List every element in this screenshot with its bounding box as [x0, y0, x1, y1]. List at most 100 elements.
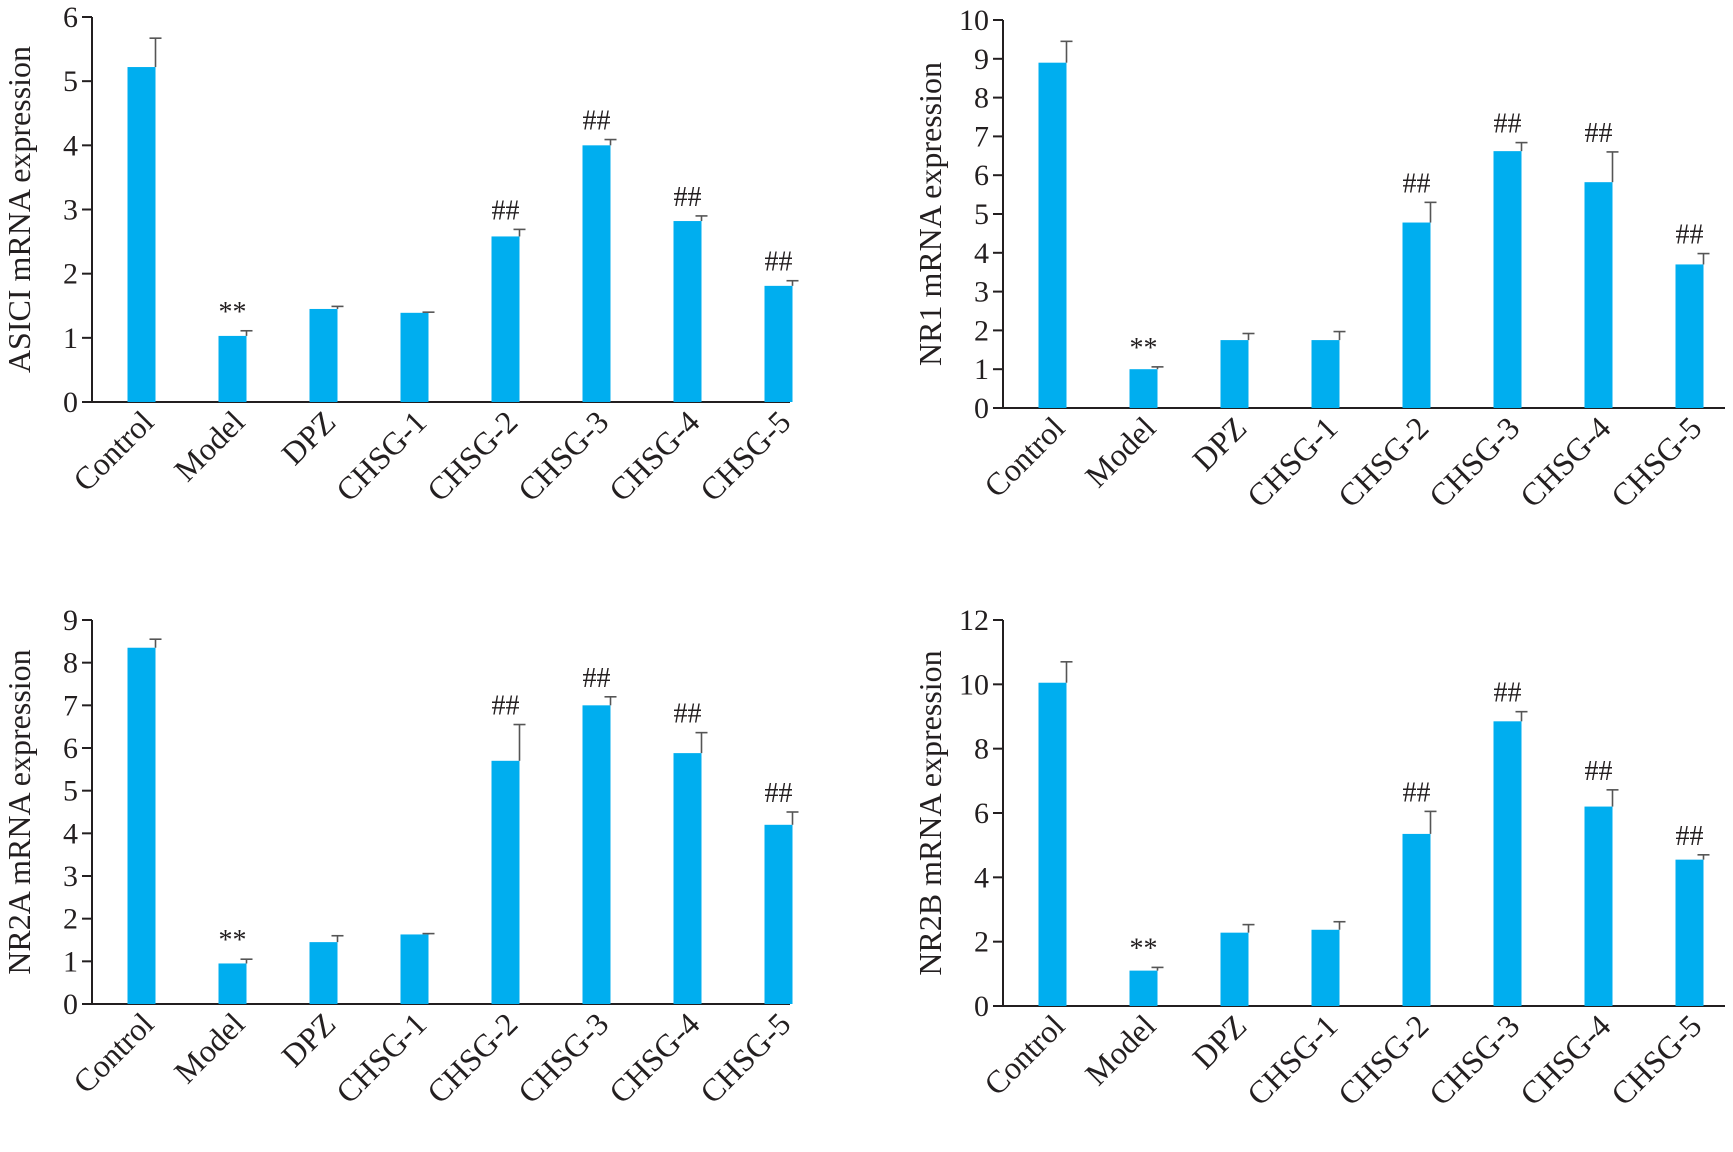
bar-chsg-2 — [491, 236, 520, 402]
y-tick-label: 4 — [63, 817, 78, 850]
significance-label: ## — [492, 691, 520, 722]
x-tick-label: Model — [167, 1005, 252, 1090]
x-tick-label: CHSG-3 — [511, 403, 616, 508]
y-tick-label: 3 — [63, 194, 78, 227]
y-tick-label: 4 — [63, 129, 78, 162]
significance-label: ## — [765, 247, 793, 278]
bar-chsg-1 — [1311, 929, 1340, 1006]
bar-chsg-2 — [1402, 222, 1431, 408]
y-tick-label: 8 — [63, 647, 78, 680]
bar-chsg-3 — [582, 705, 611, 1004]
y-tick-label: 12 — [959, 604, 989, 637]
y-tick-label: 0 — [63, 386, 78, 419]
bar-chsg-1 — [400, 934, 429, 1004]
significance-label: ## — [1676, 220, 1704, 251]
y-tick-label: 3 — [63, 860, 78, 893]
y-tick-label: 10 — [959, 668, 989, 701]
bar-model — [1129, 369, 1158, 408]
y-axis-title: NR2A mRNA expression — [1, 649, 37, 974]
x-tick-label: CHSG-2 — [420, 403, 525, 508]
bar-control — [127, 67, 156, 403]
y-tick-label: 1 — [63, 322, 78, 355]
y-tick-label: 0 — [974, 990, 989, 1023]
significance-label: ## — [492, 195, 520, 226]
y-tick-label: 6 — [974, 797, 989, 830]
bar-chsg-3 — [1493, 721, 1522, 1006]
x-tick-label: Control — [977, 1007, 1072, 1102]
bar-chsg-5 — [764, 285, 793, 402]
bar-chsg-5 — [764, 824, 793, 1004]
significance-label: ** — [219, 297, 247, 328]
bar-dpz — [1220, 932, 1249, 1006]
x-tick-label: Control — [977, 409, 1072, 504]
y-axis-title: NR1 mRNA expression — [912, 62, 948, 366]
chart-nr1: 0 1 2 3 4 5 6 7 8 9 10 NR1 mRNA expression Control **… — [912, 4, 1725, 514]
x-tick-label: DPZ — [274, 403, 342, 471]
bar-chsg-4 — [673, 221, 702, 402]
chart-asic1: 0 1 2 3 4 5 6 ASICI mRNA expression Control ** Mod… — [1, 1, 799, 508]
x-tick-label: Model — [1078, 409, 1163, 494]
x-tick-label: CHSG-4 — [1513, 1007, 1618, 1112]
x-tick-label: CHSG-1 — [329, 1005, 434, 1110]
significance-label: ** — [1130, 333, 1158, 364]
x-tick-label: CHSG-5 — [1604, 1007, 1709, 1112]
bar-model — [218, 335, 247, 402]
significance-label: ## — [583, 663, 611, 694]
y-tick-label: 6 — [63, 732, 78, 765]
y-tick-label: 5 — [63, 775, 78, 808]
x-tick-label: CHSG-1 — [329, 403, 434, 508]
x-tick-label: DPZ — [1185, 1007, 1253, 1075]
y-tick-label: 6 — [63, 1, 78, 34]
x-tick-label: DPZ — [1185, 409, 1253, 477]
x-tick-label: Model — [167, 403, 252, 488]
significance-label: ## — [1403, 168, 1431, 199]
y-tick-label: 5 — [974, 198, 989, 231]
y-tick-label: 4 — [974, 861, 989, 894]
y-tick-label: 2 — [63, 903, 78, 936]
significance-label: ## — [1676, 821, 1704, 852]
y-tick-label: 9 — [974, 43, 989, 76]
bar-dpz — [309, 308, 338, 402]
x-tick-label: DPZ — [274, 1005, 342, 1073]
y-tick-label: 7 — [63, 689, 78, 722]
bar-chsg-3 — [582, 145, 611, 403]
bar-chsg-4 — [673, 753, 702, 1004]
significance-label: ## — [583, 106, 611, 137]
x-tick-label: CHSG-4 — [1513, 409, 1618, 514]
x-tick-label: CHSG-5 — [693, 1005, 798, 1110]
y-axis-title: NR2B mRNA expression — [912, 650, 948, 975]
y-axis-title: ASICI mRNA expression — [1, 46, 37, 373]
significance-label: ## — [1494, 678, 1522, 709]
x-tick-label: CHSG-3 — [1422, 1007, 1527, 1112]
significance-label: ## — [765, 778, 793, 809]
x-tick-label: CHSG-5 — [1604, 409, 1709, 514]
significance-label: ## — [1403, 777, 1431, 808]
x-tick-label: CHSG-2 — [420, 1005, 525, 1110]
y-tick-label: 3 — [974, 276, 989, 309]
chart-nr2b: 0 2 4 6 8 10 12 NR2B mRNA expression Control ** Mo… — [912, 604, 1725, 1112]
y-tick-label: 2 — [974, 314, 989, 347]
y-tick-label: 0 — [974, 392, 989, 425]
y-tick-label: 0 — [63, 988, 78, 1021]
chart-nr2a: 0 1 2 3 4 5 6 7 8 9 NR2A mRNA expression Control ** M… — [1, 604, 799, 1110]
bar-control — [127, 647, 156, 1004]
y-tick-label: 8 — [974, 82, 989, 115]
y-tick-label: 5 — [63, 65, 78, 98]
bar-model — [1129, 970, 1158, 1006]
bar-chsg-2 — [1402, 833, 1431, 1006]
significance-label: ** — [1130, 933, 1158, 964]
y-tick-label: 1 — [974, 353, 989, 386]
bar-dpz — [309, 942, 338, 1004]
x-tick-label: Control — [66, 403, 161, 498]
significance-label: ## — [1494, 109, 1522, 140]
y-tick-label: 2 — [63, 258, 78, 291]
bar-chsg-1 — [400, 312, 429, 402]
bar-model — [218, 963, 247, 1004]
bar-dpz — [1220, 340, 1249, 408]
significance-label: ## — [1585, 118, 1613, 149]
significance-label: ## — [674, 182, 702, 213]
x-tick-label: CHSG-2 — [1331, 409, 1436, 514]
bar-chsg-1 — [1311, 340, 1340, 408]
bar-chsg-4 — [1584, 806, 1613, 1006]
